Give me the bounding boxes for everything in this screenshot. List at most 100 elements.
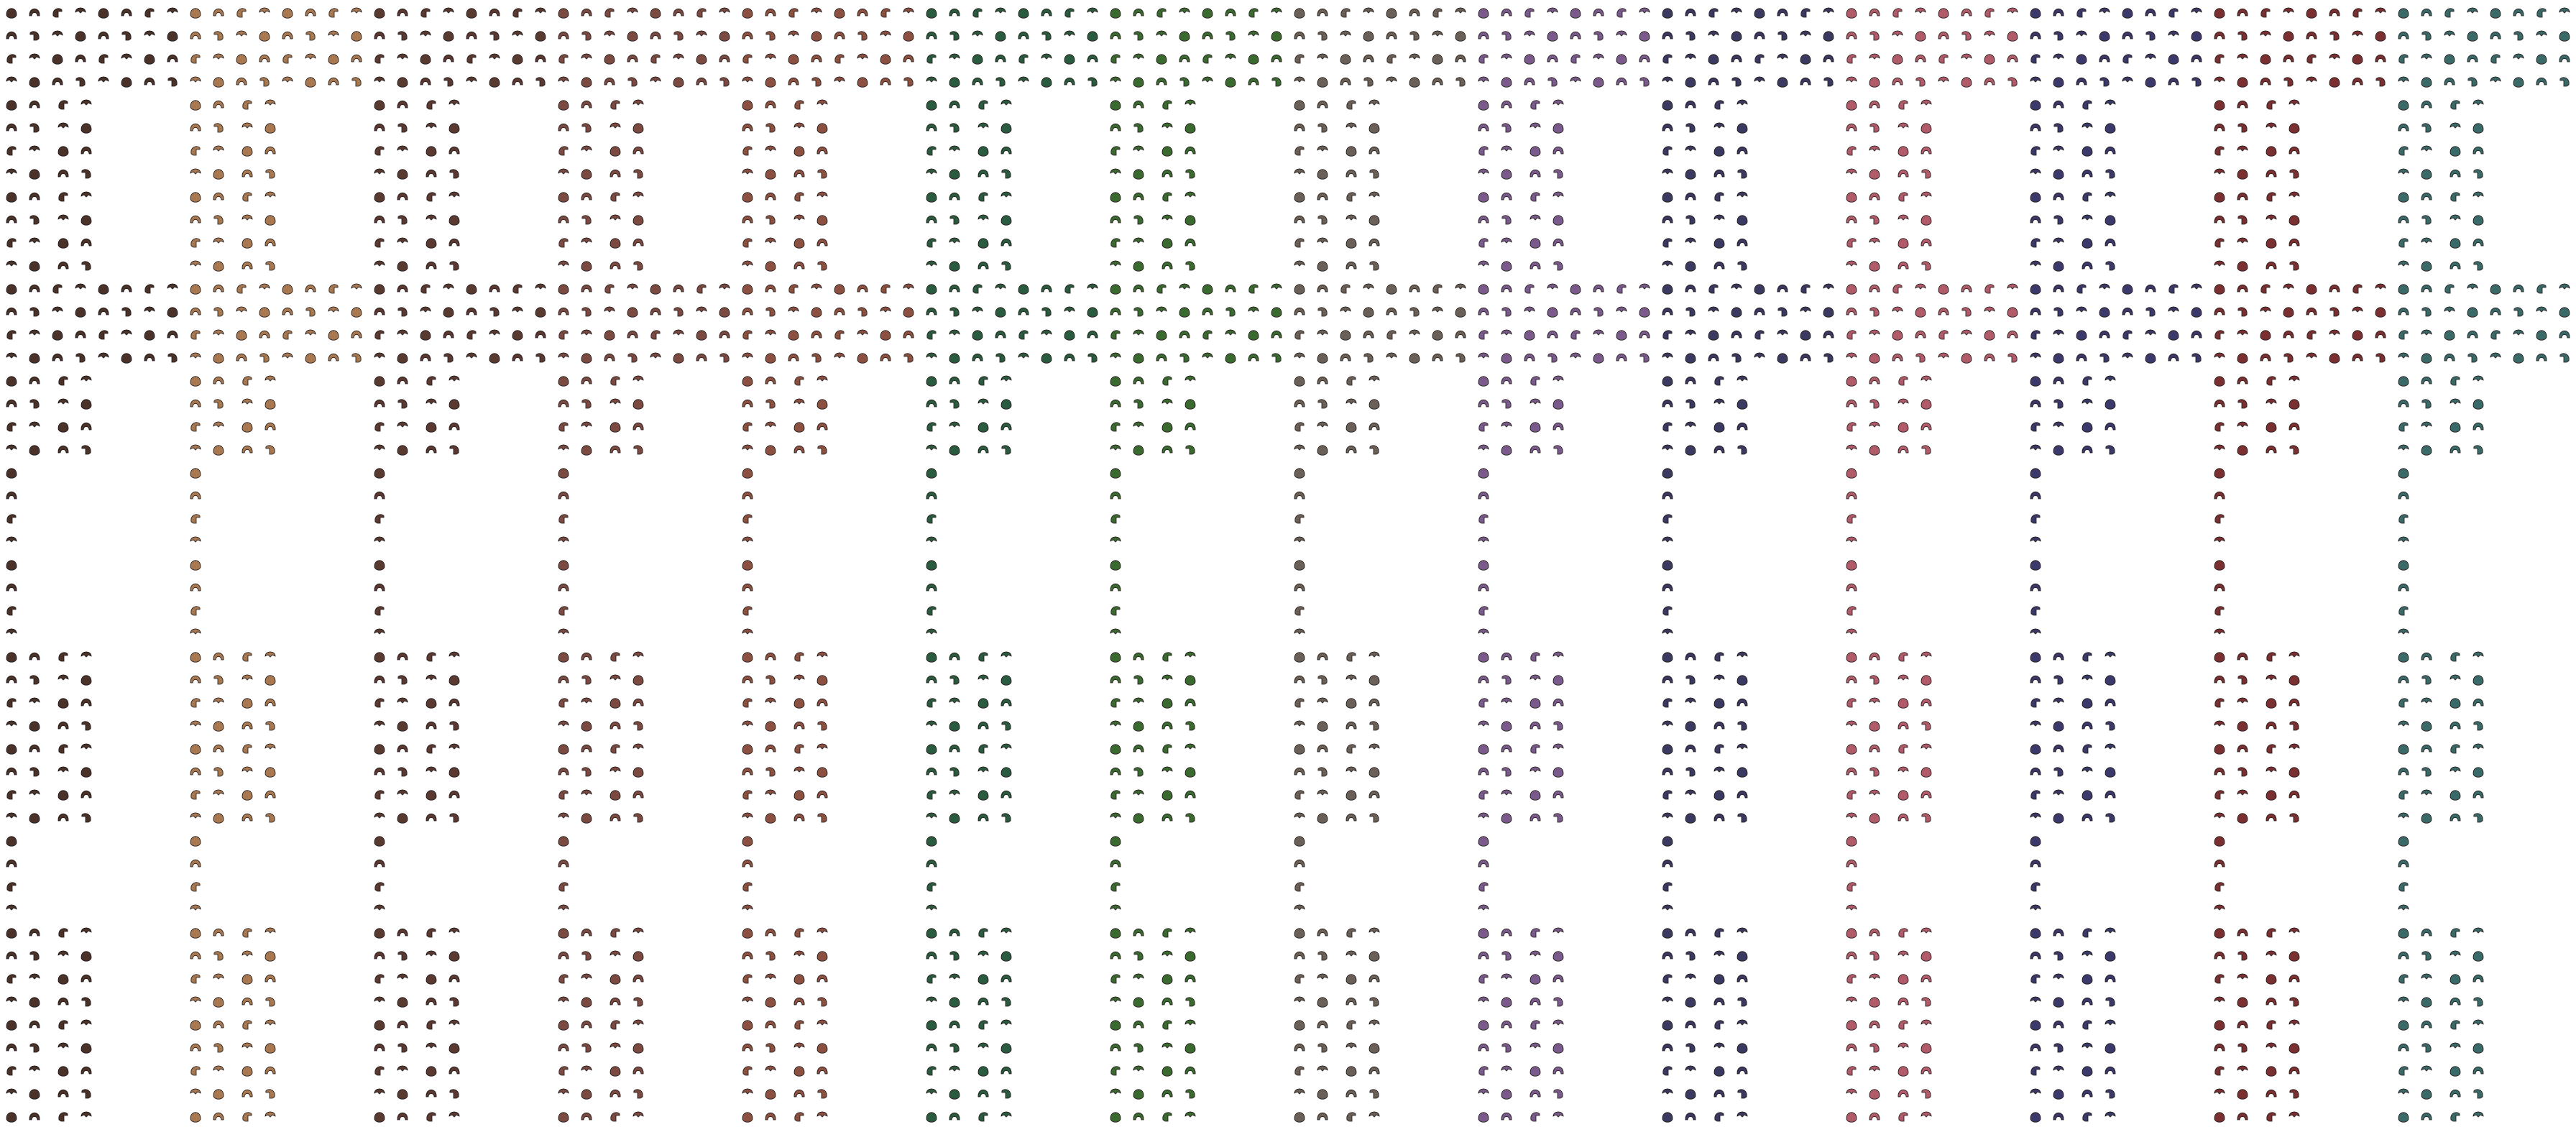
hair-sprite [816,1043,828,1054]
hair-sprite [1593,353,1604,364]
hair-sprite [1501,789,1512,796]
hair-sprite [2472,651,2484,658]
hair-sprite [742,904,753,911]
hair-sprite [880,30,891,37]
hair-sprite [1501,973,1512,980]
hair-sprite [581,100,592,109]
hair-sprite [1524,54,1535,65]
hair-sprite [816,651,828,658]
hair-sprite [213,261,224,272]
hair-sprite [6,859,17,868]
hair-sprite [2082,169,2093,178]
hair-sprite [610,192,620,202]
hair-sprite [1018,31,1029,40]
hair-sprite [696,353,707,362]
hair-sprite [816,1019,828,1026]
hair-sprite [75,31,86,42]
hair-sprite [489,8,500,17]
hair-sprite [1368,767,1380,778]
hair-sprite [1984,54,1995,65]
hair-sprite [448,974,460,983]
hair-sprite [1110,8,1121,19]
hair-sprite [2122,307,2133,316]
hair-sprite [1846,720,1857,727]
hair-sprite [1846,123,1857,132]
hair-sprite [949,1112,960,1121]
hair-sprite [1920,399,1932,410]
hair-sprite [2214,974,2225,984]
hair-sprite [2082,674,2093,681]
hair-sprite [397,215,408,225]
hair-sprite [610,652,620,662]
hair-sprite [242,928,252,938]
hair-sprite [2266,1042,2277,1049]
hair-sprite [1000,651,1012,658]
hair-sprite [1110,399,1121,408]
hair-sprite [397,261,408,272]
hair-sprite [213,1043,224,1053]
hair-sprite [2191,54,2202,63]
hair-sprite [742,720,753,727]
hair-sprite [558,1043,569,1052]
hair-sprite [2288,1019,2300,1026]
hair-sprite [558,284,569,295]
hair-sprite [794,422,805,433]
hair-sprite [75,283,86,290]
hair-sprite [397,353,408,364]
hair-sprite [1225,284,1236,293]
hair-sprite [765,1089,776,1100]
hair-sprite [448,790,460,799]
hair-sprite [1110,260,1121,267]
hair-sprite [374,1088,385,1095]
hair-sprite [242,698,253,709]
hair-sprite [610,122,621,129]
hair-sprite [2053,31,2064,41]
hair-sprite [2168,30,2179,37]
hair-sprite [2472,743,2484,750]
hair-sprite [926,882,937,892]
hair-sprite [1133,997,1144,1008]
hair-sprite [305,8,316,17]
hair-sprite [1110,652,1121,663]
hair-sprite [121,8,132,17]
hair-sprite [1000,974,1012,983]
hair-sprite [1662,76,1673,83]
hair-sprite [2030,974,2041,984]
hair-sprite [190,790,201,800]
hair-sprite [52,306,63,313]
hair-sprite [926,168,937,175]
hair-sprite [995,77,1006,87]
hair-sprite [58,1089,69,1098]
hair-sprite [1639,77,1650,87]
hair-sprite [1938,307,1949,316]
hair-sprite [29,1065,40,1072]
hair-sprite [58,652,68,662]
hair-sprite [1846,1066,1857,1076]
hair-sprite [1478,675,1489,684]
hair-sprite [742,260,753,267]
hair-sprite [1846,376,1857,387]
hair-sprite [926,31,937,40]
hair-sprite [512,77,523,86]
hair-sprite [1685,928,1696,937]
hair-sprite [2007,307,2018,318]
hair-sprite [817,997,827,1007]
hair-sprite [1133,261,1144,272]
hair-sprite [1553,997,1563,1007]
hair-sprite [1346,146,1357,157]
hair-sprite [1777,307,1788,317]
hair-sprite [374,146,385,156]
hair-sprite [6,882,17,892]
hair-sprite [264,191,276,198]
hair-sprite [1501,53,1512,60]
hair-sprite [374,215,385,224]
hair-sprite [58,238,69,249]
hair-sprite [1731,7,1742,14]
hair-sprite [2266,698,2277,709]
hair-sprite [2099,283,2110,290]
hair-sprite [1162,376,1172,386]
hair-sprite [2214,882,2225,892]
hair-sprite [2030,284,2041,295]
hair-sprite [1432,353,1443,362]
hair-sprite [2030,146,2041,156]
